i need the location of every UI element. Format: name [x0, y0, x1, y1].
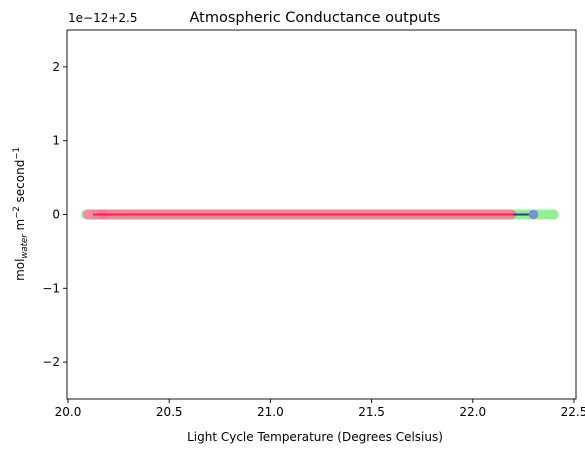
y-tick-label: 2	[52, 60, 60, 74]
y-axis: 2 1 0 −1 −2	[42, 60, 67, 369]
y-tick-label: −1	[42, 281, 60, 295]
y-tick-label: 1	[52, 134, 60, 148]
chart-title: Atmospheric Conductance outputs	[190, 10, 441, 26]
y-tick-label: 0	[52, 208, 60, 222]
x-tick-label: 20.0	[55, 405, 82, 419]
y-axis-label: molwater m−2 second−1	[12, 147, 30, 281]
x-axis-label: Light Cycle Temperature (Degrees Celsius…	[187, 430, 443, 444]
data-point-s0-12	[548, 209, 559, 220]
y-label-subscript: water	[20, 234, 30, 259]
data-point-s3-0	[83, 209, 94, 220]
y-label-middle: m	[13, 219, 27, 235]
x-tick-label: 22.0	[459, 405, 486, 419]
x-axis: 20.0 20.5 21.0 21.5 22.0 22.5	[55, 399, 585, 419]
x-tick-label: 22.5	[561, 405, 585, 419]
y-label-exp1: −2	[12, 206, 22, 219]
y-label-base: mol	[13, 259, 27, 281]
data-point-s2-1	[528, 209, 539, 220]
x-tick-label: 20.5	[156, 405, 183, 419]
x-tick-label: 21.0	[257, 405, 284, 419]
plot-area	[81, 209, 559, 220]
y-label-after: second	[13, 160, 27, 207]
y-offset-label: 1e−12+2.5	[68, 11, 137, 25]
x-tick-label: 21.5	[358, 405, 385, 419]
y-tick-label: −2	[42, 355, 60, 369]
y-label-exp2: −1	[12, 147, 22, 160]
